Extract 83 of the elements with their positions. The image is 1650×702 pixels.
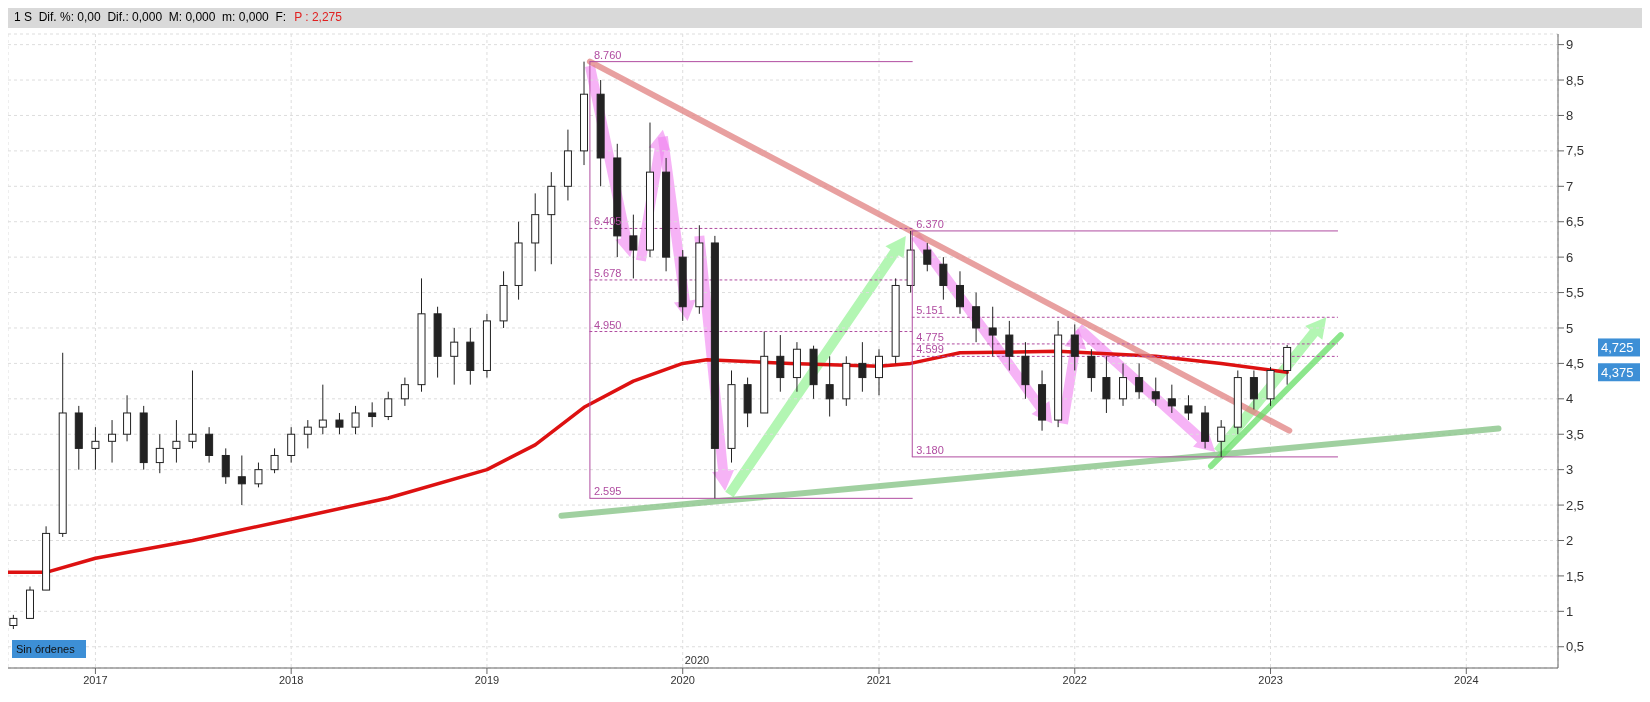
series-label: 4.775 xyxy=(916,330,944,343)
candlestick xyxy=(188,369,197,449)
x-tick-label: 2020 xyxy=(670,673,695,686)
candlestick xyxy=(875,348,883,396)
x-tick-label: 2019 xyxy=(474,673,500,686)
candlestick xyxy=(1184,394,1193,421)
candlestick xyxy=(858,341,867,393)
candlestick xyxy=(629,214,638,279)
series-label: 6.370 xyxy=(916,217,944,230)
annotation: 2020 xyxy=(684,654,710,666)
candlestick xyxy=(108,419,117,464)
candlestick xyxy=(923,242,932,272)
y-tick-label: 8,5 xyxy=(1566,72,1585,88)
series-label: 3.180 xyxy=(916,443,944,456)
x-tick-label: 2023 xyxy=(1258,673,1283,686)
candlestick xyxy=(939,256,948,301)
candlestick xyxy=(1283,344,1292,386)
y-tick-label: 0,5 xyxy=(1566,639,1585,655)
x-tick-label: 2021 xyxy=(866,673,892,686)
y-tick-label: 6,5 xyxy=(1566,214,1585,230)
y-tick-label: 2 xyxy=(1566,533,1574,549)
text: 4,375 xyxy=(1601,365,1634,381)
y-tick-label: 6 xyxy=(1566,249,1574,265)
candlestick xyxy=(318,384,327,435)
candlestick xyxy=(400,377,409,407)
candlestick xyxy=(1005,320,1014,371)
candlestick xyxy=(1135,362,1144,400)
candlestick xyxy=(91,426,100,471)
candlestick xyxy=(1119,362,1128,407)
candlestick xyxy=(988,306,997,357)
y-tick-label: 4,5 xyxy=(1566,356,1585,372)
y-tick-label: 1,5 xyxy=(1566,568,1585,584)
candlestick xyxy=(287,426,296,464)
candlestick xyxy=(335,412,344,435)
y-tick-label: 7 xyxy=(1566,178,1574,194)
candlestick xyxy=(972,292,981,343)
annotation: Sin órdenes xyxy=(16,643,76,655)
candlestick xyxy=(237,454,246,506)
candlestick xyxy=(303,419,312,449)
y-tick-label: 2,5 xyxy=(1566,497,1585,513)
series-label: 5.678 xyxy=(593,266,622,279)
candlestick xyxy=(1102,355,1111,414)
series-label: 8.760 xyxy=(593,48,622,61)
candlestick xyxy=(155,433,164,474)
candlestick xyxy=(1217,419,1226,458)
x-tick-label: 2018 xyxy=(278,673,304,686)
candlestick xyxy=(1249,369,1258,410)
candlestick xyxy=(384,391,393,421)
text: 4,725 xyxy=(1601,340,1634,356)
series-label: 5.151 xyxy=(916,304,944,317)
candlestick xyxy=(123,394,132,442)
candlestick xyxy=(368,401,377,428)
candlestick xyxy=(1151,377,1160,407)
x-tick-label: 2017 xyxy=(83,673,108,686)
chart-title: 1 S Dif. %: 0,00 Dif.: 0,000 M: 0,000 m: 0,000 F: xyxy=(14,10,287,24)
candlestick xyxy=(450,327,459,386)
candlestick xyxy=(1167,384,1176,414)
candlestick xyxy=(955,270,964,315)
candlestick xyxy=(221,447,230,485)
candlestick xyxy=(1070,323,1079,371)
series-label: 4.950 xyxy=(593,318,622,331)
chart-subtitle: P : 2,275 xyxy=(294,10,342,24)
y-tick-label: 9 xyxy=(1566,37,1574,53)
y-tick-label: 5 xyxy=(1566,320,1574,336)
candlestick xyxy=(1087,348,1096,393)
y-tick-label: 8 xyxy=(1566,108,1574,124)
y-tick-label: 7,5 xyxy=(1566,143,1585,159)
series-label: 2.595 xyxy=(593,485,622,498)
candlestick xyxy=(776,334,785,393)
y-tick-label: 1 xyxy=(1566,603,1574,619)
candlestick xyxy=(825,355,834,418)
y-tick-label: 3 xyxy=(1566,462,1574,478)
candlestick xyxy=(351,405,360,435)
y-tick-label: 5,5 xyxy=(1566,285,1585,301)
candlestick xyxy=(270,447,279,474)
candlestick xyxy=(172,419,181,464)
candlestick xyxy=(254,462,263,488)
series-label: 4.599 xyxy=(916,343,944,356)
y-tick-label: 3,5 xyxy=(1566,426,1585,442)
candlestick xyxy=(205,426,214,464)
x-tick-label: 2024 xyxy=(1454,673,1479,686)
y-tick-label: 4 xyxy=(1566,391,1574,407)
x-tick-label: 2022 xyxy=(1062,673,1088,686)
